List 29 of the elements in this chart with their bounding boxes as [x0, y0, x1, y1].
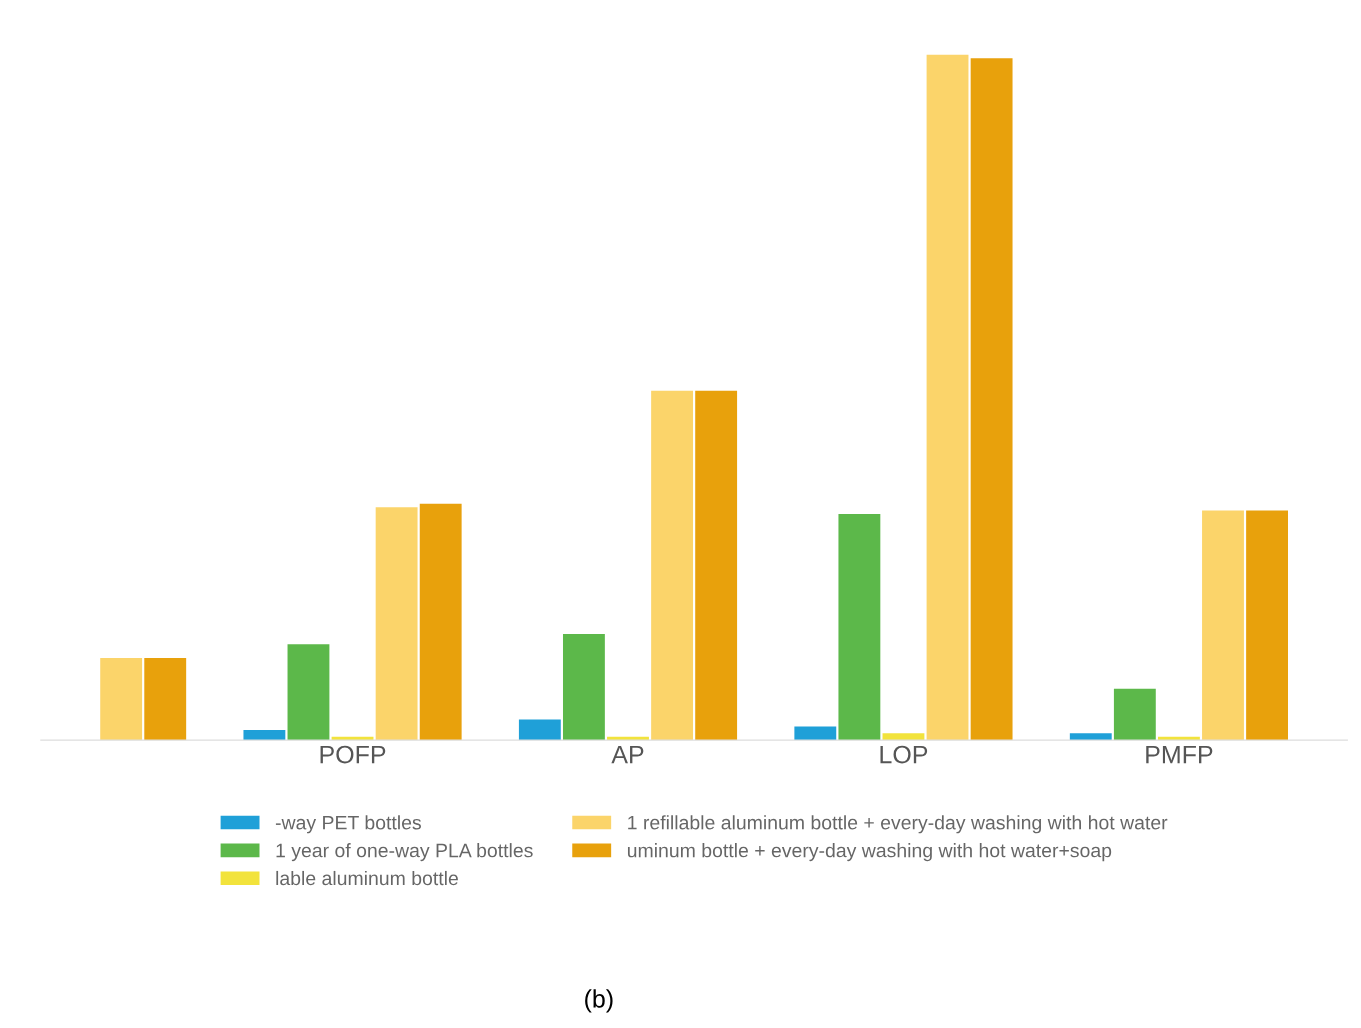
bar — [1069, 733, 1112, 741]
bar — [100, 657, 143, 741]
bar — [144, 657, 187, 741]
legend-label: 1 refillable aluminum bottle + every-day washing with hot water — [628, 815, 1168, 834]
bar — [970, 58, 1013, 741]
bar — [1202, 510, 1244, 741]
bar — [562, 633, 605, 741]
x-tick-label: POFP — [320, 745, 386, 764]
x-tick-label: LOP — [880, 745, 928, 764]
legend-label: lable aluminum bottle — [276, 870, 458, 886]
bar — [794, 726, 837, 741]
bar — [419, 503, 462, 741]
legend-label: -way PET bottles — [275, 815, 421, 834]
bar — [651, 390, 694, 741]
bar — [287, 644, 330, 741]
bar — [926, 54, 969, 741]
bar — [375, 507, 418, 741]
bar — [882, 733, 925, 741]
bar — [838, 514, 881, 741]
text: (b) — [585, 989, 613, 1013]
legend-label: uminum bottle + every-day washing with hot water+soap — [627, 843, 1112, 862]
x-tick-label: PMFP — [1146, 745, 1213, 764]
bar — [1246, 510, 1288, 741]
bar — [1113, 688, 1156, 741]
legend-label: 1 year of one-way PLA bottles — [276, 843, 533, 862]
bar — [243, 729, 286, 741]
bar — [695, 390, 738, 741]
x-tick-label: AP — [611, 745, 644, 764]
bar — [518, 719, 561, 741]
